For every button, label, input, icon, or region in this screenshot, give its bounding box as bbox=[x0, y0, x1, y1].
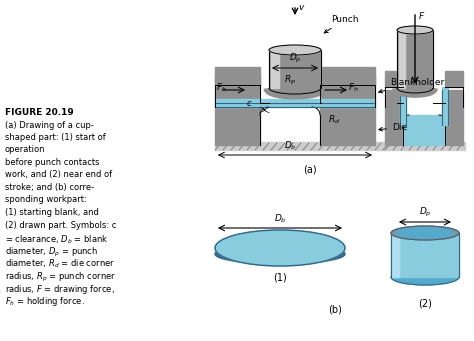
Bar bbox=[445, 90, 463, 145]
Bar bbox=[269, 50, 321, 88]
Text: (b): (b) bbox=[328, 305, 342, 315]
Text: $F_h$ = holding force.: $F_h$ = holding force. bbox=[5, 296, 85, 309]
Text: c: c bbox=[246, 99, 251, 108]
Text: $R_d$: $R_d$ bbox=[328, 114, 340, 126]
Text: (2): (2) bbox=[418, 298, 432, 308]
Bar bbox=[385, 142, 465, 150]
Ellipse shape bbox=[397, 26, 433, 34]
Bar bbox=[400, 87, 406, 125]
Text: Punch: Punch bbox=[324, 15, 358, 33]
Ellipse shape bbox=[391, 226, 459, 240]
Text: = clearance, $D_b$ = blank: = clearance, $D_b$ = blank bbox=[5, 233, 109, 246]
Text: (1): (1) bbox=[273, 272, 287, 282]
Text: $F_h$: $F_h$ bbox=[216, 82, 227, 94]
Ellipse shape bbox=[269, 45, 321, 55]
Text: diameter, $R_d$ = die corner: diameter, $R_d$ = die corner bbox=[5, 258, 115, 270]
Bar bbox=[385, 90, 403, 145]
Bar bbox=[445, 71, 463, 87]
Bar bbox=[271, 50, 279, 88]
Text: diameter, $D_p$ = punch: diameter, $D_p$ = punch bbox=[5, 246, 98, 258]
Bar bbox=[399, 30, 405, 88]
Text: work, and (2) near end of: work, and (2) near end of bbox=[5, 170, 112, 179]
Text: radius, $F$ = drawing force,: radius, $F$ = drawing force, bbox=[5, 283, 115, 296]
Bar bbox=[215, 142, 385, 150]
Bar bbox=[403, 115, 445, 145]
Ellipse shape bbox=[396, 228, 454, 238]
Bar bbox=[215, 67, 260, 85]
Text: $D_p$: $D_p$ bbox=[289, 52, 301, 65]
Text: FIGURE 20.19: FIGURE 20.19 bbox=[5, 108, 74, 117]
Text: Blankholder: Blankholder bbox=[379, 78, 444, 93]
Bar bbox=[391, 232, 459, 277]
Text: sponding workpart:: sponding workpart: bbox=[5, 195, 87, 205]
Text: $R_p$: $R_p$ bbox=[284, 73, 296, 87]
Text: Die: Die bbox=[379, 123, 407, 132]
Ellipse shape bbox=[391, 269, 459, 285]
Bar bbox=[320, 67, 375, 85]
Text: v: v bbox=[298, 3, 303, 12]
Bar bbox=[442, 87, 448, 125]
Text: operation: operation bbox=[5, 146, 46, 154]
Text: before punch contacts: before punch contacts bbox=[5, 158, 100, 167]
Bar bbox=[385, 71, 403, 87]
Text: radius, $R_p$ = punch corner: radius, $R_p$ = punch corner bbox=[5, 270, 116, 284]
Text: (a) Drawing of a cup-: (a) Drawing of a cup- bbox=[5, 120, 94, 130]
Text: $D_b$: $D_b$ bbox=[273, 212, 286, 225]
Bar bbox=[320, 75, 375, 145]
Bar bbox=[215, 99, 375, 107]
Text: (2) drawn part. Symbols: c: (2) drawn part. Symbols: c bbox=[5, 221, 117, 229]
Text: $F$: $F$ bbox=[418, 10, 425, 21]
Text: (a): (a) bbox=[303, 165, 317, 175]
Bar bbox=[215, 75, 260, 145]
Bar bbox=[391, 232, 399, 277]
Text: shaped part: (1) start of: shaped part: (1) start of bbox=[5, 133, 106, 142]
Ellipse shape bbox=[215, 244, 345, 264]
Text: $D_b$: $D_b$ bbox=[283, 139, 296, 152]
Text: $F_h$: $F_h$ bbox=[348, 82, 359, 94]
Ellipse shape bbox=[215, 230, 345, 266]
Text: $D_p$: $D_p$ bbox=[419, 206, 431, 219]
Text: (1) starting blank, and: (1) starting blank, and bbox=[5, 208, 99, 217]
Bar bbox=[397, 30, 433, 88]
Text: stroke; and (b) corre-: stroke; and (b) corre- bbox=[5, 183, 94, 192]
